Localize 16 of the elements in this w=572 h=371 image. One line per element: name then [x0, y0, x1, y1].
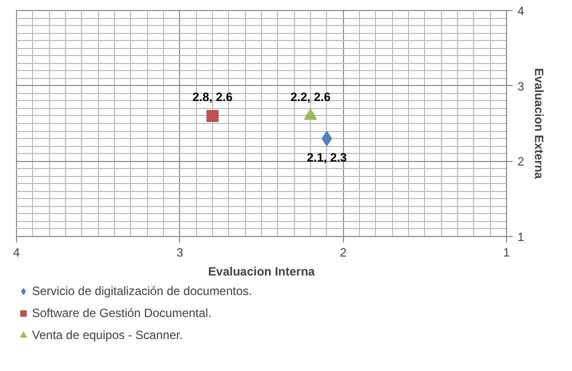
legend-label: Venta de equipos - Scanner. [32, 328, 183, 342]
y-tick-label: 2 [518, 154, 524, 169]
x-tick-label: 1 [503, 246, 510, 260]
y-tick-label: 4 [518, 4, 524, 18]
legend-label: Software de Gestión Documental. [32, 306, 212, 320]
legend-label: Servicio de digitalización de documentos. [32, 284, 252, 298]
data-label: 2.1, 2.3 [306, 150, 348, 165]
x-tick-label: 2 [340, 246, 347, 260]
data-label: 2.2, 2.6 [290, 90, 331, 104]
y-axis-title: Evaluacion Externa [532, 68, 546, 180]
x-axis-title: Evaluacion Interna [208, 264, 316, 278]
y-tick-label: 3 [518, 79, 524, 94]
y-tick-label: 1 [518, 230, 524, 244]
x-tick-label: 4 [13, 246, 20, 260]
x-tick-label: 3 [176, 246, 184, 260]
data-label: 2.8, 2.6 [192, 90, 233, 104]
